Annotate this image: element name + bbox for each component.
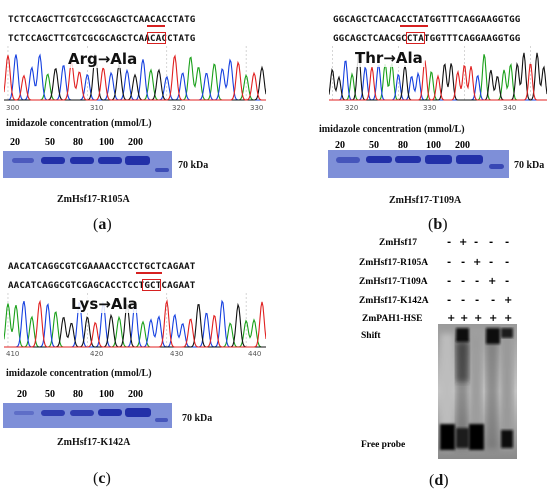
construct-name: ZmHsf17-T109A <box>389 195 462 206</box>
emsa-row-label: ZmHsf17 <box>379 238 417 248</box>
reference-sequence: AACATCAGGCGTCGAAAACCTCCTGCTCAGAAT <box>8 261 196 274</box>
reference-sequence: TCTCCAGCTTCGTCCGGCAGCTCAACACCTATG <box>8 14 196 27</box>
sds-page-gel <box>3 151 172 178</box>
imidazole-label: imidazole concentration (mmol/L) <box>319 124 465 135</box>
mutation-label: Arg→Ala <box>66 50 140 68</box>
mutant-sequence: AACATCAGGCGTCGAGCACCTCCTGCTCAGAAT <box>8 279 196 291</box>
position-ticks: 300 310 320 330 <box>6 104 264 112</box>
panel-b: GGCAGCTCAACACCTATGGTTTCAGGAAGGTGG GGCAGC… <box>275 0 550 240</box>
lane-labels: 20 50 80 100 200 <box>335 140 470 151</box>
emsa-row-label: ZmHsf17-R105A <box>359 258 429 268</box>
panel-letter: (c) <box>93 470 111 487</box>
panel-a: TCTCCAGCTTCGTCCGGCAGCTCAACACCTATG TCTCCA… <box>0 0 275 240</box>
panel-letter: (d) <box>429 472 449 489</box>
construct-name: ZmHsf17-R105A <box>57 194 130 205</box>
trace-t <box>4 54 266 101</box>
chromatogram <box>4 46 266 102</box>
marker-label: 70 kDa <box>514 160 545 171</box>
mutation-label: Thr→Ala <box>353 49 425 67</box>
marker-label: 70 kDa <box>178 160 209 171</box>
chromatogram <box>329 46 547 102</box>
position-ticks: 320 330 340 <box>345 104 517 112</box>
lane-labels: 20 50 80 100 200 <box>17 389 143 400</box>
trace-t <box>329 60 547 101</box>
position-ticks: 410 420 430 440 <box>6 350 262 358</box>
panel-d: ZmHsf17 ZmHsf17-R105A ZmHsf17-T109A ZmHs… <box>275 230 550 496</box>
sds-page-gel <box>328 150 509 178</box>
mutant-sequence: GGCAGCTCAACGCCTATGGTTTCAGGAAGGTGG <box>333 32 521 44</box>
panel-letter: (b) <box>428 216 448 233</box>
trace-t <box>4 299 266 348</box>
emsa-row-label: ZmHsf17-K142A <box>359 296 429 306</box>
mutation-label: Lys→Ala <box>69 295 140 313</box>
sds-page-gel <box>3 403 172 428</box>
emsa-row-label: ZmHsf17-T109A <box>359 277 428 287</box>
lane-labels: 20 50 80 100 200 <box>10 137 143 148</box>
free-probe-label: Free probe <box>361 440 406 450</box>
panel-letter: (a) <box>93 216 112 233</box>
emsa-gel <box>438 324 517 459</box>
imidazole-label: imidazole concentration (mmol/L) <box>6 118 152 129</box>
emsa-row-label: ZmPAH1-HSE <box>362 314 423 324</box>
marker-label: 70 kDa <box>182 413 213 424</box>
imidazole-label: imidazole concentration (mmol/L) <box>6 368 152 379</box>
construct-name: ZmHsf17-K142A <box>57 437 131 448</box>
mutant-sequence: TCTCCAGCTTCGTCGCGCAGCTCAACACCTATG <box>8 32 196 44</box>
shift-label: Shift <box>361 331 381 341</box>
panel-c: AACATCAGGCGTCGAAAACCTCCTGCTCAGAAT AACATC… <box>0 248 275 496</box>
reference-sequence: GGCAGCTCAACACCTATGGTTTCAGGAAGGTGG <box>333 14 521 27</box>
